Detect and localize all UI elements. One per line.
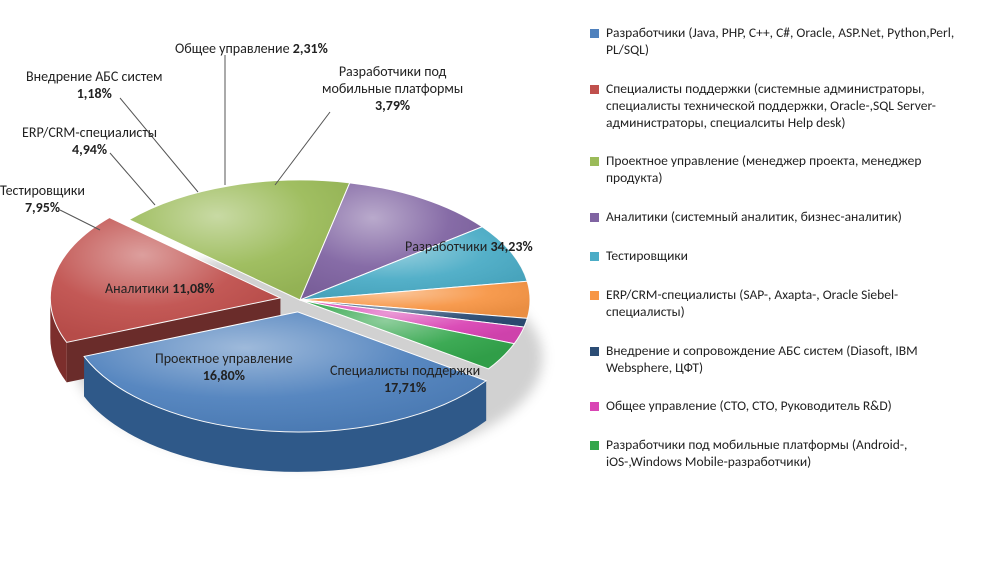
legend-text: Тестировщики (606, 248, 985, 265)
legend-text: Аналитики (системный аналитик, бизнес-ан… (606, 209, 985, 226)
legend-marker-icon (590, 347, 599, 356)
callout-erp: ERP/CRM-специалисты 4,94% (22, 124, 157, 158)
legend-marker-icon (590, 29, 599, 38)
slice-value: 17,71% (384, 379, 426, 396)
legend-text: Разработчики под мобильные платформы (An… (606, 437, 985, 471)
pie-chart-area: Разработчики 34,23% Специалисты поддержк… (0, 0, 580, 580)
legend-item: Аналитики (системный аналитик, бизнес-ан… (590, 209, 985, 226)
legend-item: Внедрение и сопровождение АБС систем (Di… (590, 343, 985, 377)
callout-value: 7,95% (25, 199, 60, 216)
slice-name: Разработчики (405, 238, 487, 255)
legend-item: Проектное управление (менеджер проекта, … (590, 153, 985, 187)
legend-item: Общее управление (CTO, CTO, Руководитель… (590, 398, 985, 415)
callout-name-2: мобильные платформы (322, 80, 463, 97)
legend-marker-icon (590, 85, 599, 94)
legend-text: Разработчики (Java, PHP, C++, C#, Oracle… (606, 25, 985, 59)
callout-abs: Внедрение АБС систем 1,18% (26, 68, 163, 102)
legend-text: Проектное управление (менеджер проекта, … (606, 153, 985, 187)
callout-name: ERP/CRM-специалисты (22, 124, 157, 141)
legend-item: ERP/CRM-специалисты (SAP-, Axapta-, Orac… (590, 287, 985, 321)
slice-label-analysts: Аналитики 11,08% (105, 280, 214, 297)
legend-text: Общее управление (CTO, CTO, Руководитель… (606, 398, 985, 415)
legend-item: Тестировщики (590, 248, 985, 265)
callout-name: Тестировщики (0, 182, 85, 199)
slice-label-pm: Проектное управление 16,80% (155, 350, 293, 384)
legend-marker-icon (590, 291, 599, 300)
slice-value: 16,80% (203, 367, 245, 384)
legend: Разработчики (Java, PHP, C++, C#, Oracle… (590, 25, 985, 493)
callout-name: Общее управление (175, 40, 290, 57)
callout-value: 1,18% (77, 85, 112, 102)
legend-text: Специалисты поддержки (системные админис… (606, 81, 985, 132)
legend-marker-icon (590, 441, 599, 450)
slice-label-support: Специалисты поддержки 17,71% (330, 362, 480, 396)
legend-text: Внедрение и сопровождение АБС систем (Di… (606, 343, 985, 377)
slice-name: Специалисты поддержки (330, 362, 480, 379)
callout-value: 3,79% (375, 97, 410, 114)
slice-label-developers: Разработчики 34,23% (405, 238, 533, 255)
legend-marker-icon (590, 402, 599, 411)
slice-name: Аналитики (105, 280, 169, 297)
callout-testers: Тестировщики 7,95% (0, 182, 85, 216)
callout-name: Внедрение АБС систем (26, 68, 163, 85)
legend-item: Разработчики под мобильные платформы (An… (590, 437, 985, 471)
legend-marker-icon (590, 213, 599, 222)
callout-value: 4,94% (72, 141, 107, 158)
slice-name: Проектное управление (155, 350, 293, 367)
callout-value: 2,31% (293, 40, 328, 57)
legend-text: ERP/CRM-специалисты (SAP-, Axapta-, Orac… (606, 287, 985, 321)
callout-name-1: Разработчики под (339, 63, 447, 80)
legend-marker-icon (590, 252, 599, 261)
legend-item: Специалисты поддержки (системные админис… (590, 81, 985, 132)
slice-value: 34,23% (490, 238, 532, 255)
legend-item: Разработчики (Java, PHP, C++, C#, Oracle… (590, 25, 985, 59)
callout-mobile: Разработчики под мобильные платформы 3,7… (322, 63, 463, 114)
legend-marker-icon (590, 157, 599, 166)
callout-mgmt: Общее управление 2,31% (175, 40, 328, 57)
slice-value: 11,08% (172, 280, 214, 297)
